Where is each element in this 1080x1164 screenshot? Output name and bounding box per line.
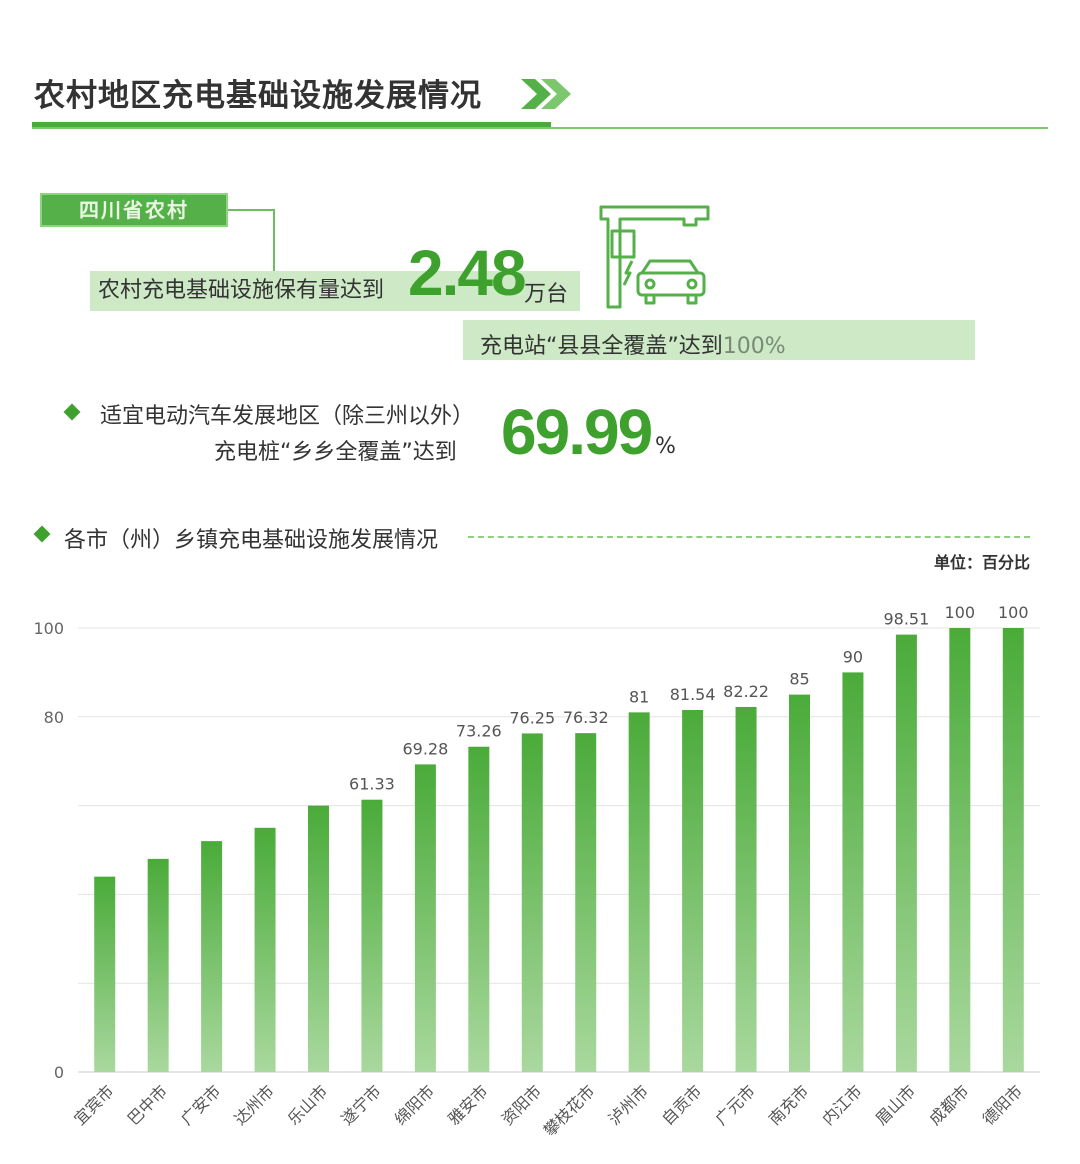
stat3-value: 69.99 — [501, 396, 653, 468]
data-label: 90 — [843, 647, 863, 666]
x-tick-label: 成都市 — [925, 1081, 972, 1128]
x-tick-label: 广元市 — [711, 1081, 758, 1128]
section-divider — [468, 536, 1030, 538]
bar — [468, 746, 490, 1072]
x-tick-label: 遂宁市 — [337, 1081, 384, 1128]
data-label: 76.25 — [509, 708, 555, 727]
data-label: 81 — [629, 687, 649, 706]
bar — [628, 712, 650, 1072]
data-label: 81.54 — [670, 685, 716, 704]
stat3-line2: 充电桩“乡乡全覆盖”达到 — [214, 440, 457, 465]
stat1-value: 2.48 — [408, 237, 527, 309]
x-tick-label: 巴中市 — [124, 1081, 171, 1128]
x-tick-label: 攀枝花市 — [540, 1081, 599, 1140]
x-tick-label: 雅安市 — [444, 1081, 491, 1128]
stat3-line1: 适宜电动汽车发展地区（除三州以外） — [100, 404, 475, 429]
data-label: 61.33 — [349, 775, 395, 794]
bar — [895, 634, 917, 1072]
bar — [361, 799, 383, 1072]
diamond-bullet-icon — [33, 525, 51, 543]
bar — [949, 628, 971, 1072]
bar — [147, 858, 169, 1072]
bar — [842, 672, 864, 1072]
bar — [789, 694, 810, 1072]
bar — [735, 706, 757, 1072]
bar — [575, 733, 597, 1072]
stat2-line: 充电站“县县全覆盖”达到100% — [480, 328, 786, 360]
x-tick-label: 广安市 — [177, 1081, 224, 1128]
bar — [682, 709, 704, 1072]
title-underline-thick — [32, 122, 551, 128]
bar — [254, 827, 276, 1072]
x-tick-label: 自贡市 — [658, 1081, 705, 1128]
data-label: 85 — [789, 670, 809, 689]
data-label: 98.51 — [883, 610, 929, 629]
data-label: 82.22 — [723, 682, 769, 701]
stat1-unit: 万台 — [524, 282, 569, 307]
diamond-bullet-icon — [63, 403, 81, 421]
highlight-tag: 四川省农村 — [40, 193, 228, 227]
x-tick-label: 南充市 — [765, 1081, 812, 1128]
x-tick-label: 泸州市 — [605, 1081, 652, 1128]
x-tick-label: 眉山市 — [872, 1081, 919, 1128]
stat2-value: 100% — [722, 334, 786, 359]
x-tick-label: 乐山市 — [284, 1081, 331, 1128]
bar — [201, 841, 223, 1072]
double-chevron-icon — [521, 79, 571, 109]
bar — [414, 764, 436, 1072]
x-tick-label: 达州市 — [230, 1081, 277, 1128]
x-tick-label: 宜宾市 — [70, 1081, 117, 1128]
data-label: 100 — [998, 603, 1029, 622]
x-tick-label: 资阳市 — [498, 1081, 545, 1128]
page-title: 农村地区充电基础设施发展情况 — [34, 78, 482, 114]
data-label: 73.26 — [456, 722, 502, 741]
title-underline-thin — [32, 127, 1048, 129]
data-label: 100 — [945, 603, 976, 622]
charging-station-icon — [599, 205, 710, 309]
data-label: 76.32 — [563, 708, 609, 727]
y-tick-label: 100 — [33, 619, 64, 638]
stat2-text: 充电站“县县全覆盖”达到 — [480, 334, 723, 359]
connector-line — [273, 209, 275, 271]
y-tick-label: 0 — [54, 1063, 64, 1082]
x-tick-label: 绵阳市 — [391, 1081, 438, 1128]
stat-background — [90, 271, 580, 311]
bar-chart: 61.33 69.28 73.26 76.25 76.32 81 81.54 82.22 85 9… — [33, 603, 1040, 1140]
unit-label: 单位：百分比 — [934, 553, 1031, 572]
section-title: 各市（州）乡镇充电基础设施发展情况 — [64, 528, 439, 553]
stat-background — [463, 320, 975, 360]
data-label: 69.28 — [402, 739, 448, 758]
connector-line — [228, 209, 274, 211]
bar — [1002, 628, 1024, 1072]
bar — [521, 733, 543, 1072]
x-tick-label: 德阳市 — [979, 1081, 1026, 1128]
y-tick-label: 80 — [44, 708, 64, 727]
stat1-text: 农村充电基础设施保有量达到 — [98, 278, 385, 303]
x-tick-label: 内江市 — [818, 1081, 865, 1128]
stat3-unit: % — [655, 434, 676, 459]
bar — [94, 876, 116, 1072]
bar — [308, 805, 329, 1072]
